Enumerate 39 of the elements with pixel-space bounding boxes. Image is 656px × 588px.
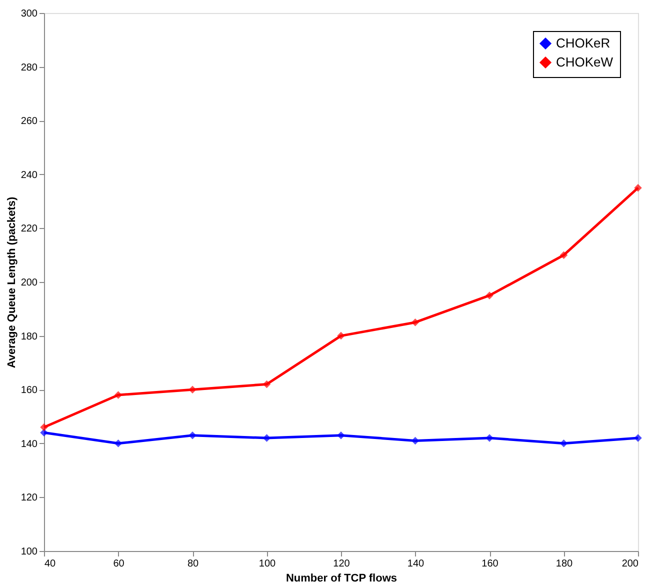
legend-label: CHOKeW xyxy=(556,54,614,70)
x-tick-label: 200 xyxy=(622,558,639,570)
y-tick-label: 280 xyxy=(20,62,38,74)
x-tick-label: 100 xyxy=(258,558,276,570)
point xyxy=(411,436,420,445)
point xyxy=(486,292,494,300)
point xyxy=(560,440,568,448)
y-tick-label: 220 xyxy=(20,224,38,235)
x-tick-label: 180 xyxy=(556,558,574,570)
point xyxy=(188,431,196,440)
point xyxy=(560,251,568,259)
y-tick-label: 260 xyxy=(20,116,38,128)
y-tick-label: 200 xyxy=(20,278,38,288)
y-tick-label: 120 xyxy=(20,492,38,504)
point xyxy=(40,423,48,432)
y-tick-label: 300 xyxy=(20,8,38,20)
point xyxy=(411,318,420,326)
point xyxy=(188,386,196,394)
x-axis-title: Number of TCP flows xyxy=(286,572,398,584)
x-tick-label: 120 xyxy=(333,558,350,570)
y-tick-label: 180 xyxy=(20,331,38,342)
y-tick-label: 140 xyxy=(20,438,38,450)
point xyxy=(337,332,345,340)
y-axis-title: Average Queue Length (packets) xyxy=(6,196,18,368)
point xyxy=(634,434,642,442)
x-tick-label: 60 xyxy=(113,558,125,570)
x-tick-label: 80 xyxy=(187,558,199,570)
point xyxy=(634,184,642,192)
y-tick-label: 240 xyxy=(20,170,38,181)
point xyxy=(337,431,345,440)
x-tick-label: 160 xyxy=(482,558,499,570)
legend-label: CHOKeR xyxy=(556,36,610,50)
y-tick-label: 100 xyxy=(20,546,38,558)
x-tick-label: 140 xyxy=(407,558,425,570)
point xyxy=(114,440,122,448)
point xyxy=(486,434,494,442)
x-tick-label: 40 xyxy=(44,558,56,570)
y-tick-label: 160 xyxy=(20,385,38,396)
point xyxy=(262,380,271,388)
